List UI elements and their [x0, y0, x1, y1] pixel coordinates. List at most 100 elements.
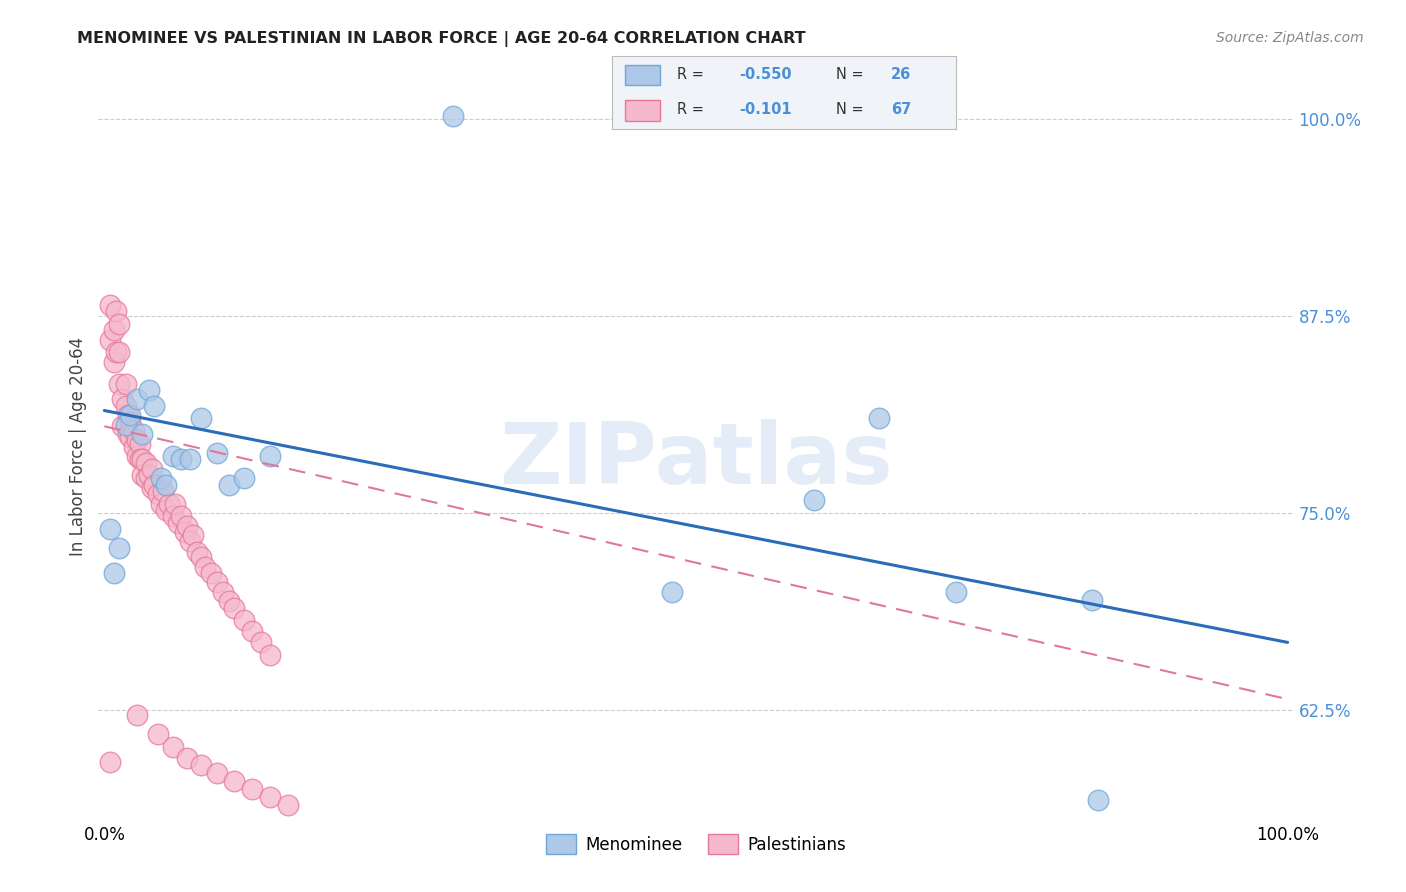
Point: [945, 585, 967, 599]
Point: [105, 345, 128, 359]
Point: [143, 399, 166, 413]
Point: [224, 774, 246, 789]
Legend: Menominee, Palestinians: Menominee, Palestinians: [538, 828, 853, 861]
Point: [868, 411, 890, 425]
Point: [155, 503, 177, 517]
Point: [179, 452, 201, 467]
Point: [141, 481, 163, 495]
Point: [122, 424, 145, 438]
Point: [170, 509, 193, 524]
Point: [103, 323, 125, 337]
Point: [194, 559, 217, 574]
Point: [138, 383, 160, 397]
Point: [155, 477, 177, 491]
Point: [120, 430, 142, 444]
Point: [277, 797, 299, 812]
Point: [165, 497, 187, 511]
Point: [249, 635, 271, 649]
Text: R =: R =: [678, 103, 709, 118]
Point: [103, 566, 125, 580]
Point: [259, 648, 281, 662]
Point: [135, 471, 157, 485]
Text: MENOMINEE VS PALESTINIAN IN LABOR FORCE | AGE 20-64 CORRELATION CHART: MENOMINEE VS PALESTINIAN IN LABOR FORCE …: [77, 31, 806, 47]
Text: N =: N =: [835, 67, 868, 81]
Point: [103, 354, 125, 368]
Y-axis label: In Labor Force | Age 20-64: In Labor Force | Age 20-64: [69, 336, 87, 556]
Point: [150, 497, 173, 511]
Text: -0.101: -0.101: [740, 103, 792, 118]
Point: [131, 427, 153, 442]
Point: [127, 434, 149, 448]
Text: -0.550: -0.550: [740, 67, 792, 81]
Point: [128, 452, 150, 467]
Point: [107, 541, 129, 555]
Point: [218, 594, 240, 608]
Text: ZIPatlas: ZIPatlas: [499, 419, 893, 502]
Point: [205, 766, 228, 780]
Point: [181, 528, 204, 542]
Point: [131, 452, 153, 467]
Point: [120, 409, 142, 423]
Point: [176, 518, 198, 533]
Point: [107, 317, 129, 331]
Point: [233, 613, 256, 627]
Text: 67: 67: [890, 103, 911, 118]
Point: [120, 415, 142, 429]
Point: [240, 624, 263, 639]
Point: [107, 376, 129, 391]
Point: [117, 427, 139, 442]
Point: [162, 739, 184, 754]
Text: N =: N =: [835, 103, 868, 118]
Point: [141, 462, 163, 476]
Point: [162, 509, 184, 524]
Point: [205, 575, 228, 590]
Point: [114, 417, 136, 432]
Point: [105, 304, 128, 318]
Point: [179, 534, 201, 549]
FancyBboxPatch shape: [626, 100, 659, 120]
Point: [150, 471, 173, 485]
Point: [127, 449, 149, 463]
Point: [224, 600, 246, 615]
Point: [111, 419, 134, 434]
Text: Source: ZipAtlas.com: Source: ZipAtlas.com: [1216, 31, 1364, 45]
Point: [114, 399, 136, 413]
Point: [166, 516, 188, 530]
Point: [441, 109, 464, 123]
Point: [135, 456, 157, 470]
Point: [117, 409, 139, 423]
Point: [111, 392, 134, 407]
Point: [1081, 592, 1104, 607]
Point: [259, 449, 281, 463]
Point: [122, 440, 145, 454]
Point: [200, 566, 222, 580]
Point: [190, 758, 212, 772]
Point: [661, 585, 683, 599]
Point: [240, 782, 263, 797]
Point: [205, 446, 228, 460]
Point: [98, 522, 121, 536]
Point: [190, 411, 212, 425]
Point: [218, 477, 240, 491]
Point: [138, 468, 160, 483]
Point: [128, 436, 150, 450]
Point: [233, 471, 256, 485]
Point: [98, 333, 121, 347]
Point: [173, 524, 195, 539]
Point: [131, 468, 153, 483]
Point: [176, 750, 198, 764]
Point: [114, 376, 136, 391]
Point: [170, 452, 193, 467]
Point: [186, 545, 208, 559]
Point: [162, 449, 184, 463]
Point: [211, 585, 233, 599]
Point: [146, 727, 169, 741]
Point: [127, 392, 149, 407]
Point: [259, 789, 281, 804]
Point: [152, 483, 174, 498]
Point: [107, 345, 129, 359]
Point: [190, 550, 212, 565]
Text: R =: R =: [678, 67, 709, 81]
Point: [143, 477, 166, 491]
Point: [98, 756, 121, 770]
